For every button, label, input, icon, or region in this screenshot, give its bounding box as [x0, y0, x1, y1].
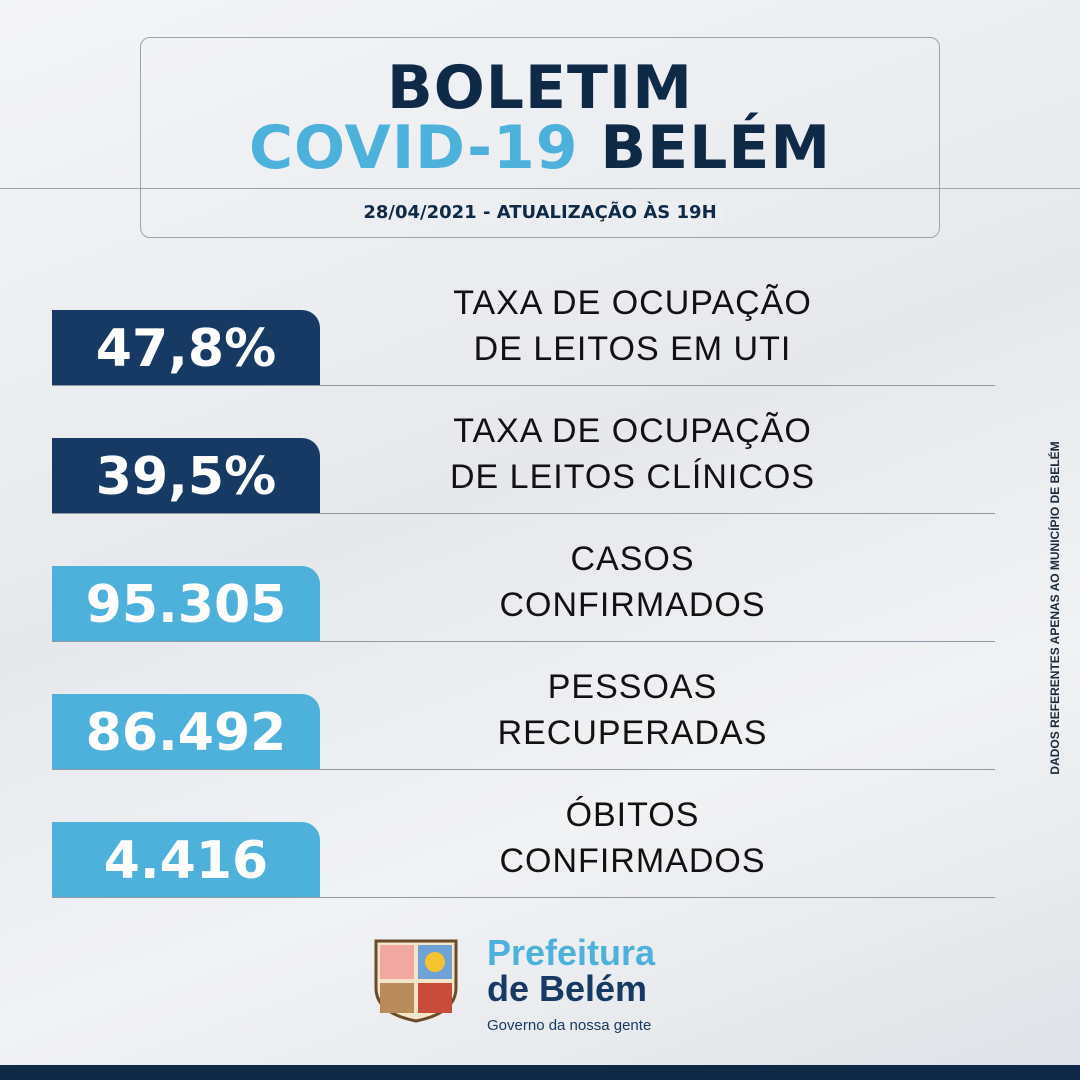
date-text: 28/04/2021 - ATUALIZAÇÃO ÀS 19H: [357, 202, 723, 223]
logo-line2: de Belém: [487, 968, 648, 1009]
stat-rule: [52, 769, 995, 770]
stat-label: TAXA DE OCUPAÇÃO: [453, 412, 812, 450]
date: 28/04/2021 - ATUALIZAÇÃO ÀS 19H: [140, 202, 940, 223]
stat-label: CONFIRMADOS: [499, 842, 766, 880]
stat-value: 47,8%: [52, 310, 320, 385]
stat-rule: [52, 897, 995, 898]
footer-bar: [0, 1065, 1080, 1080]
stat-value: 4.416: [52, 822, 320, 897]
stat-rule: [52, 513, 995, 514]
stat-label: TAXA DE OCUPAÇÃO: [453, 284, 812, 322]
stat-label: CONFIRMADOS: [499, 586, 766, 624]
title: BOLETIM: [387, 53, 693, 123]
stat-value: 39,5%: [52, 438, 320, 513]
side-note: DADOS REFERENTES APENAS AO MUNICÍPIO DE …: [1048, 441, 1062, 775]
stat-label: PESSOAS: [547, 668, 718, 706]
coat-of-arms: [374, 939, 458, 1023]
stat-label: DE LEITOS CLÍNICOS: [449, 458, 816, 496]
logo-line1: Prefeitura: [487, 932, 656, 973]
header-rule: [0, 188, 1080, 189]
stat-rule: [52, 641, 995, 642]
stat-value: 95.305: [52, 566, 320, 641]
stat-value: 86.492: [52, 694, 320, 769]
stat-label: RECUPERADAS: [497, 714, 768, 752]
slogan: Governo da nossa gente: [487, 1017, 652, 1034]
title-line2: COVID-19 BELÉM: [140, 118, 940, 178]
stat-label: DE LEITOS EM UTI: [473, 330, 792, 368]
title-covid: COVID-19: [248, 113, 579, 183]
header-box: [140, 37, 940, 238]
stat-label: ÓBITOS: [565, 796, 700, 834]
stat-rule: [52, 385, 995, 386]
title-city: BELÉM: [600, 113, 832, 183]
stat-label: CASOS: [570, 540, 695, 578]
